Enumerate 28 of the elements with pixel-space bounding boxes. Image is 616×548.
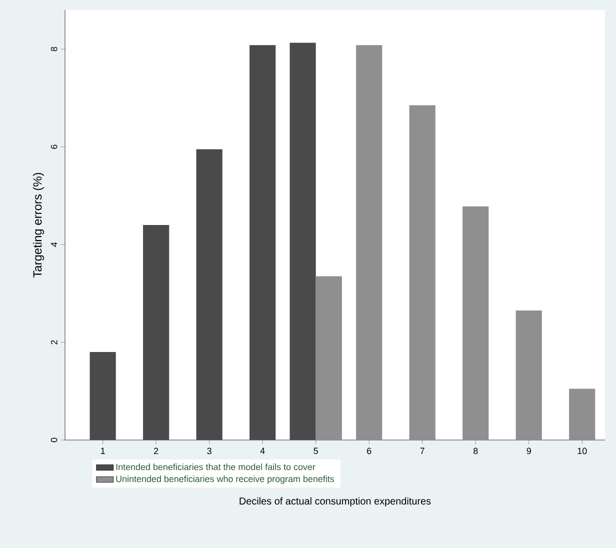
bar (409, 105, 436, 440)
y-tick-label: 4 (51, 242, 58, 247)
x-tick-label: 8 (474, 448, 478, 454)
bar (196, 149, 222, 440)
x-tick-label: 5 (314, 448, 318, 454)
x-axis-title: Deciles of actual consumption expenditures (240, 497, 431, 507)
y-axis-title: Targeting errors (%) (32, 172, 44, 278)
bar (143, 225, 170, 440)
y-tick-label: 0 (50, 438, 58, 442)
x-tick-label: 6 (367, 448, 372, 454)
x-tick-label: 10 (578, 448, 587, 454)
x-tick-label: 7 (420, 448, 424, 454)
bar (569, 388, 596, 440)
bar (462, 206, 489, 440)
x-tick-label: 1 (101, 448, 105, 454)
legend-label: Intended beneficiaries that the model fails to cover (116, 464, 316, 470)
bar (356, 45, 382, 440)
x-tick-label: 3 (207, 448, 212, 454)
x-tick-label: 2 (154, 448, 158, 454)
legend-label: Unintended beneficiaries who receive program benefits (116, 476, 334, 484)
bar (250, 45, 276, 440)
bar (90, 352, 116, 440)
y-tick-label: 2 (50, 340, 58, 344)
x-tick-label: 4 (260, 448, 265, 454)
y-tick-label: 8 (50, 46, 58, 52)
y-tick-label: 6 (50, 144, 58, 149)
x-tick-label: 9 (526, 448, 531, 454)
bar (516, 310, 542, 440)
